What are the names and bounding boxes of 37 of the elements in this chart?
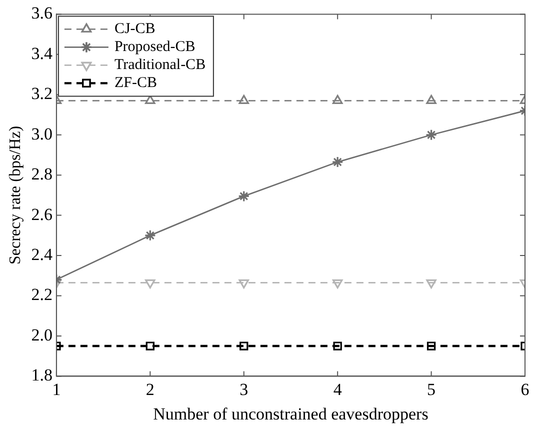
point xyxy=(425,129,438,141)
legend-label: Traditional-CB xyxy=(114,57,206,74)
point xyxy=(332,279,343,288)
point xyxy=(426,94,436,104)
y-axis-title: Secrecy rate (bps/Hz) xyxy=(6,126,24,264)
legend-label: ZF-CB xyxy=(114,75,157,92)
x-axis-title: Number of unconstrained eavesdroppers xyxy=(153,404,428,424)
point xyxy=(144,230,156,242)
x-tick-label: 6 xyxy=(520,380,530,399)
point xyxy=(332,94,343,104)
point xyxy=(238,279,249,288)
point xyxy=(238,94,249,104)
y-tick-label: 2.2 xyxy=(31,285,52,304)
x-tick-label: 4 xyxy=(333,380,342,399)
point xyxy=(240,342,248,350)
point xyxy=(145,279,156,288)
legend-label: CJ-CB xyxy=(114,21,156,38)
point xyxy=(426,279,436,288)
point xyxy=(333,342,342,350)
x-tick-label: 5 xyxy=(427,380,436,399)
legend-label: Proposed-CB xyxy=(114,39,196,56)
point xyxy=(146,342,154,350)
y-tick-label: 3.0 xyxy=(31,124,52,144)
point xyxy=(332,156,344,168)
y-tick-label: 3.2 xyxy=(31,84,52,104)
x-tick-label: 2 xyxy=(146,380,154,399)
point xyxy=(426,342,436,350)
y-tick-label: 2.0 xyxy=(31,325,52,344)
y-tick-label: 1.8 xyxy=(31,366,52,385)
y-tick-label: 3.4 xyxy=(31,44,53,63)
y-tick-label: 2.6 xyxy=(31,204,52,224)
y-tick-label: 2.4 xyxy=(31,245,53,264)
x-tick-label: 1 xyxy=(52,380,61,399)
y-tick-label: 3.6 xyxy=(31,4,52,23)
y-tick-label: 2.8 xyxy=(31,164,52,184)
x-tick-label: 3 xyxy=(240,380,248,399)
point xyxy=(238,190,250,202)
